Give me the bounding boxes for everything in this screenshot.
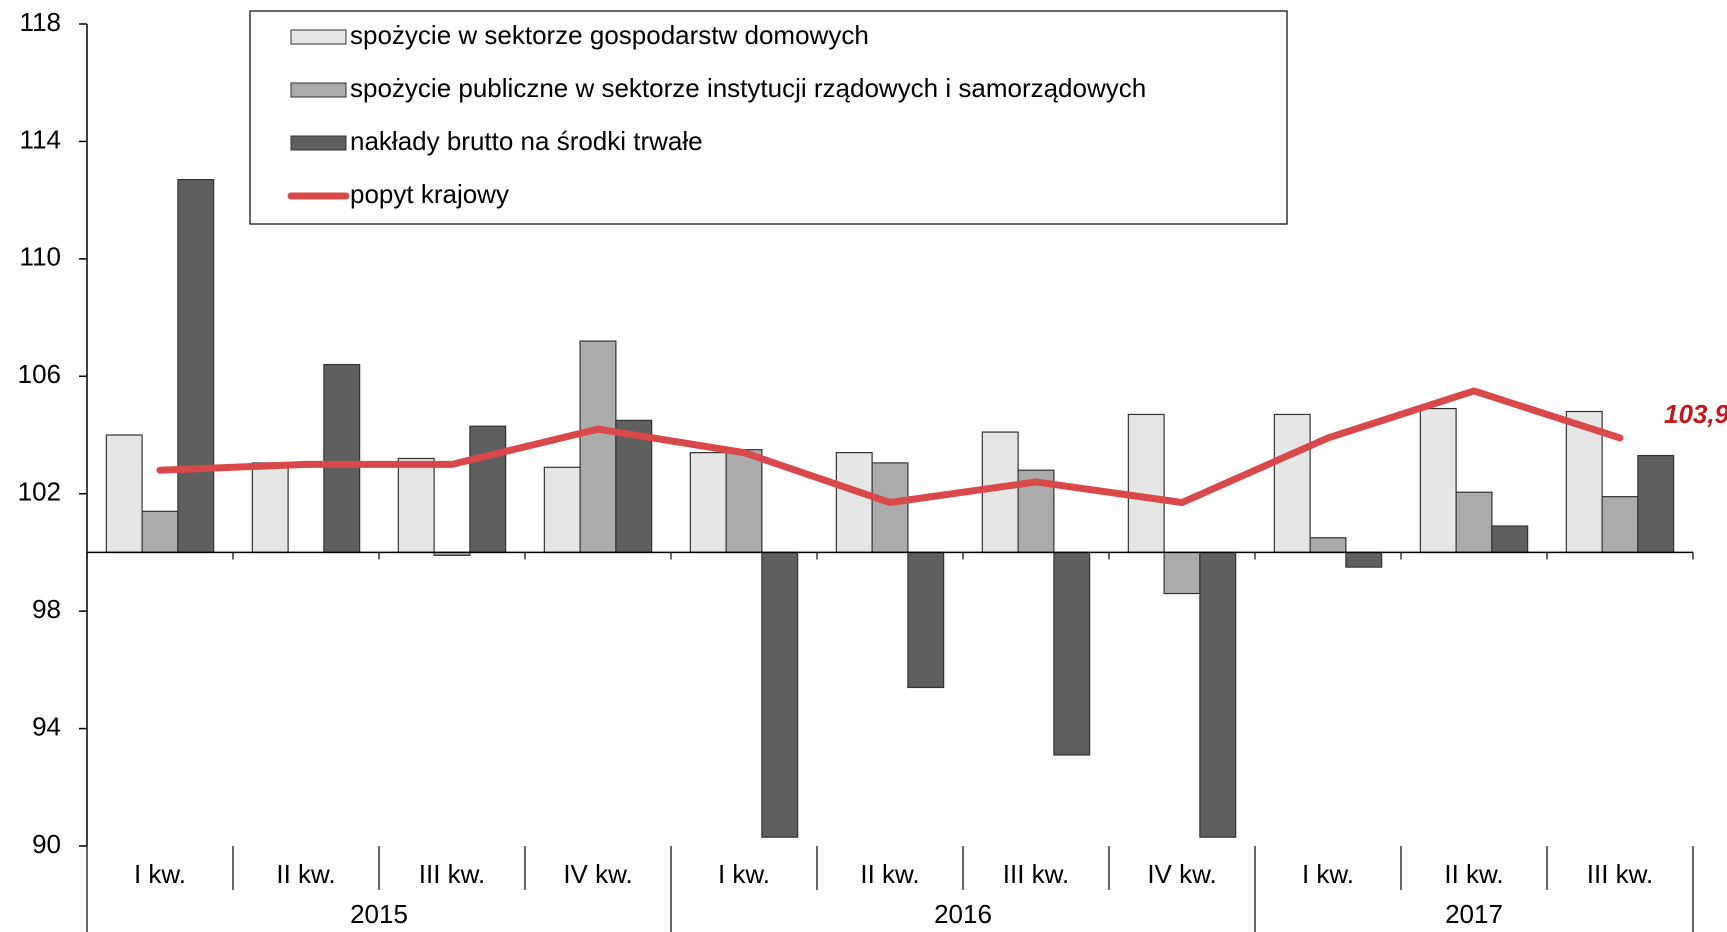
bar	[177, 178, 215, 554]
y-tick-label: 114	[20, 124, 61, 154]
x-tick-label: IV kw.	[563, 859, 632, 889]
x-tick-label: I kw.	[718, 859, 770, 889]
x-tick-label: I kw.	[1302, 859, 1354, 889]
bar	[835, 452, 873, 554]
legend-box	[249, 10, 1288, 225]
data-label: 103,9	[1664, 399, 1727, 429]
y-tick-label: 110	[20, 242, 61, 272]
bar	[1345, 551, 1383, 568]
bar	[1163, 551, 1201, 595]
bar	[251, 462, 289, 554]
x-tick-label: III kw.	[1587, 859, 1653, 889]
x-tick-label: II kw.	[1444, 859, 1503, 889]
bar	[543, 466, 581, 554]
y-tick-label: 90	[32, 829, 61, 859]
x-tick-label: III kw.	[1003, 859, 1069, 889]
bar	[1053, 551, 1091, 756]
x-tick-label: IV kw.	[1147, 859, 1216, 889]
y-tick-label: 102	[18, 477, 61, 507]
bar	[725, 449, 763, 554]
bar	[1637, 454, 1675, 554]
x-tick-label: II kw.	[276, 859, 335, 889]
line	[156, 387, 1624, 507]
legend-swatch	[290, 135, 347, 151]
legend-swatch	[290, 82, 347, 98]
legend-label: popyt krajowy	[350, 179, 509, 209]
bar	[469, 425, 507, 554]
legend-swatch	[290, 29, 347, 45]
bar	[1199, 551, 1237, 838]
group-label: 2016	[934, 899, 992, 929]
y-tick-label: 94	[32, 711, 61, 741]
y-tick-label: 118	[20, 7, 61, 37]
bar	[141, 510, 179, 554]
bar	[761, 551, 799, 838]
bar	[1455, 491, 1493, 554]
bar	[579, 340, 617, 554]
bar	[1127, 413, 1165, 554]
y-tick-label: 106	[18, 359, 61, 389]
bar	[323, 363, 361, 554]
legend-label: spożycie publiczne w sektorze instytucji…	[350, 73, 1146, 103]
bar	[689, 452, 727, 554]
bar	[1309, 537, 1347, 554]
bar	[1491, 525, 1529, 554]
bar	[1419, 407, 1457, 554]
bar	[397, 457, 435, 554]
bar	[615, 419, 653, 554]
x-tick-label: II kw.	[860, 859, 919, 889]
legend-label: nakłady brutto na środki trwałe	[350, 126, 703, 156]
y-tick-label: 98	[32, 594, 61, 624]
bar	[1601, 496, 1639, 554]
bar	[105, 434, 143, 554]
group-label: 2017	[1445, 899, 1503, 929]
bar	[871, 462, 909, 554]
x-tick-label: I kw.	[134, 859, 186, 889]
legend-label: spożycie w sektorze gospodarstw domowych	[350, 20, 869, 50]
bar	[907, 551, 945, 689]
group-label: 2015	[350, 899, 408, 929]
bar	[1273, 413, 1311, 554]
x-tick-label: III kw.	[419, 859, 485, 889]
